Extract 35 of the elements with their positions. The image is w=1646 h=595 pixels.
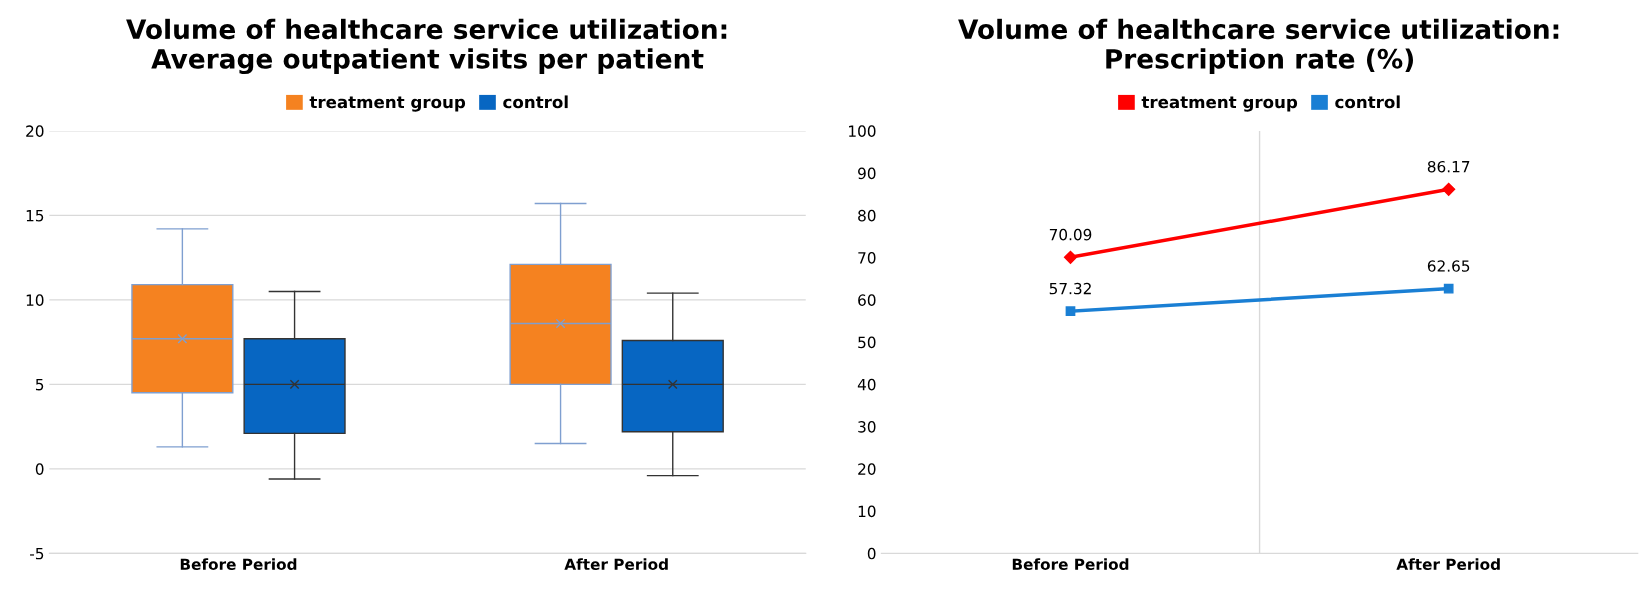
point (1442, 182, 1456, 196)
legend-label: treatment group (309, 96, 466, 112)
x-tick-label: After Period (1396, 558, 1500, 571)
chart-title: Volume of healthcare service utilization: Prescription rate (%) (958, 18, 1559, 74)
y-tick-label: 80 (858, 209, 876, 222)
y-tick-label: 30 (858, 421, 876, 433)
legend-label: treatment group (1141, 96, 1298, 112)
legend-label: control (503, 95, 568, 109)
x-tick-label: Before Period (1012, 558, 1129, 571)
y-tick-label: 100 (849, 125, 876, 137)
y-tick-label: 10 (858, 505, 876, 518)
y-tick-label: 0 (867, 547, 876, 560)
y-tick-label: 40 (857, 378, 876, 391)
legend-label: control (1335, 95, 1400, 109)
data-label: 86.17 (1427, 160, 1470, 173)
chart-title: Volume of healthcare service utilization: Average outpatient visits per patient (126, 18, 727, 75)
y-tick-label: 0 (35, 463, 44, 475)
point (1063, 250, 1078, 264)
point (1443, 283, 1454, 294)
y-tick-label: 10 (26, 294, 44, 306)
y-tick-label: 5 (35, 379, 44, 391)
data-label: 57.32 (1049, 282, 1091, 295)
y-tick-label: 90 (858, 167, 876, 180)
x-tick-label: After Period (564, 558, 668, 571)
point (1065, 306, 1076, 317)
y-tick-label: 70 (858, 252, 876, 264)
y-tick-label: 60 (858, 294, 876, 306)
data-label: 70.09 (1049, 228, 1092, 241)
y-tick-label: 50 (858, 336, 876, 349)
y-tick-label: 20 (26, 125, 44, 137)
x-tick-label: Before Period (180, 558, 297, 571)
y-tick-label: 15 (26, 210, 44, 222)
data-label: 62.65 (1427, 260, 1470, 272)
y-tick-label: 20 (858, 463, 876, 475)
y-tick-label: -5 (30, 548, 44, 560)
